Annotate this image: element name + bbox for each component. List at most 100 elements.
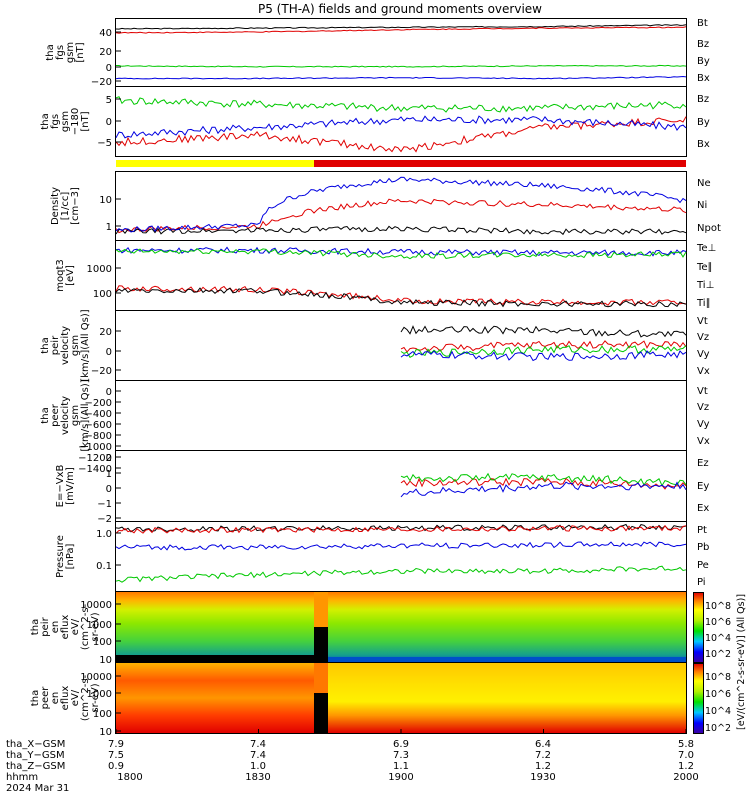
peerspec-ylabel-6: sr-eV): [90, 683, 101, 712]
fgsdetrend-series-By: [115, 96, 687, 113]
footer-y-4: 7.0: [678, 750, 694, 761]
temp-tick-label-0: 1000: [87, 264, 112, 275]
footer-z-2: 1.1: [393, 761, 409, 772]
x-axis-ticks: [115, 729, 687, 733]
density-legend-2: Npot: [697, 223, 721, 234]
fgs-legend-1: Bz: [697, 39, 709, 50]
footer-z-4: 1.2: [678, 761, 694, 772]
peervel-tick-label-3: −600: [85, 420, 112, 431]
peirvel-tick-label-1: 0: [106, 347, 112, 358]
peerspec-ylabel-3: eflux: [60, 686, 71, 711]
temp-legend-1: Te∥: [696, 262, 713, 273]
footer: tha_X−GSM tha_Y−GSM tha_Z−GSM hhmm 2024 …: [6, 739, 699, 794]
footer-t-0: 1800: [117, 772, 142, 783]
peirspec-tick-label-1: 1000: [87, 620, 112, 631]
fgs-tick-label-2: 0: [106, 63, 112, 74]
panel-frames: [115, 18, 687, 734]
peir-spec-left: [116, 592, 314, 662]
fgsdetrend-legend-2: Bx: [697, 139, 710, 150]
peirvel-ylabel-0: tha: [40, 337, 51, 353]
panel-peirvel-frame: [115, 310, 687, 381]
temp-ylabel-1: [eV]: [65, 265, 76, 286]
colorbar: 10^8 10^6 10^4 10^2 10^8 10^6 10^4 10^2 …: [693, 592, 747, 734]
peervel-tick-label-4: −800: [85, 431, 112, 442]
fgs-series-Bz: [115, 26, 687, 34]
fgsdetrend-ylabel-4: [nT]: [80, 111, 91, 131]
efield-tick-label-3: −1: [97, 499, 112, 510]
footer-t-2: 1900: [388, 772, 413, 783]
peirvel-ylabel-4: [km/s](All Qs)]: [80, 309, 91, 381]
peervel-ylabel-4: [km/s](All Qs)]: [80, 379, 91, 451]
fgs-series-Bt: [115, 24, 687, 30]
temp-series-Te∥: [115, 287, 687, 308]
efield-tick-label-1: 1: [106, 469, 112, 480]
peirvel-legend-2: Vy: [697, 349, 710, 360]
density-legend-0: Ne: [697, 178, 711, 189]
efield-ylabel-1: [mV/m]: [65, 467, 76, 505]
fgsdetrend-legend-1: By: [697, 117, 710, 128]
density-legend-1: Ni: [697, 200, 707, 211]
fgsdetrend-series-Bx: [115, 115, 687, 139]
efield-tick-label-4: −2: [97, 514, 112, 525]
pressure-ylabel-1: [nPa]: [65, 543, 76, 569]
peirspec-ylabel-2: en: [50, 621, 61, 634]
peerspec-ylabel-1: peer: [40, 686, 51, 710]
fgs-tick-label-0: 40: [99, 28, 112, 39]
peirvel-series-Vz: [400, 340, 687, 353]
density-tick-label-1: 1: [106, 222, 112, 233]
colorbar-tick-top-2: 10^4: [705, 633, 731, 644]
peir-spectrogram: [116, 592, 686, 662]
peirspec-tick-label-0: 10000: [80, 600, 112, 611]
peir-spec-gap-top: [314, 592, 328, 627]
footer-y-1: 7.4: [250, 750, 266, 761]
temp-ylabel-0: moqt3: [55, 259, 66, 292]
pressure-legend-1: Pb: [697, 542, 709, 553]
peirvel-ylabel-3: gsm: [70, 335, 81, 356]
peerspec-ylabel-5: (cm^2-s-: [80, 674, 91, 721]
fgs-legend-2: By: [697, 56, 710, 67]
peervel-legend-0: Vt: [697, 386, 708, 397]
fgs-ylabel-3: [nT]: [75, 42, 86, 62]
peerspec-tick-label-3: 10: [99, 727, 112, 738]
density-series-Npot: [115, 176, 687, 233]
peirspec-tick-label-2: 100: [93, 637, 112, 648]
peirvel-ylabel-2: velocity: [60, 326, 71, 365]
fgs-ylabel-2: gsm: [65, 42, 76, 63]
efield-tick-label-0: 2: [106, 453, 112, 464]
colorbar-bottom: [693, 663, 704, 734]
fgs-tick-label-1: 20: [99, 47, 112, 58]
colorbar-top: [693, 592, 704, 663]
footer-y-3: 7.2: [535, 750, 551, 761]
peervel-tick-label-6: −1200: [78, 453, 112, 464]
peerspec-ylabel-2: en: [50, 692, 61, 705]
peirvel-series-Vy: [400, 344, 687, 358]
peir-spec-right: [328, 592, 686, 662]
footer-row-label-x: tha_X−GSM: [6, 739, 65, 750]
density-series-Ni: [115, 225, 687, 236]
peirspec-ylabel-3: eflux: [60, 615, 71, 640]
peerspec-tick-label-2: 100: [93, 709, 112, 720]
peervel-ylabel-1: peer: [50, 403, 61, 427]
temp-legend-3: Ti∥: [696, 298, 711, 309]
peirspec-ylabel-1: peir: [40, 616, 51, 636]
footer-row-label-y: tha_Y−GSM: [6, 750, 65, 761]
peervel-tick-label-2: −400: [85, 409, 112, 420]
colorbar-tick-top-1: 10^6: [705, 617, 731, 628]
pressure-legend-3: Pi: [697, 577, 706, 588]
fgsdetrend-ylabel-3: −180: [70, 108, 81, 135]
panel-fgsdetrend-frame: [115, 86, 687, 157]
peir-spec-bottom-band: [116, 655, 314, 662]
footer-t-4: 2000: [673, 772, 698, 783]
colorbar-tick-top-3: 10^2: [705, 649, 731, 660]
fgs-legend-3: Bx: [697, 73, 710, 84]
fgsdetrend-ylabel-2: gsm: [60, 111, 71, 132]
peervel-legend-1: Vz: [697, 402, 709, 413]
colorbar-tick-bottom-3: 10^2: [705, 723, 731, 734]
peervel-tick-label-5: −1000: [78, 442, 112, 453]
footer-row-label-z: tha_Z−GSM: [6, 761, 65, 772]
pressure-legend-0: Pt: [697, 525, 707, 536]
footer-z-1: 1.0: [250, 761, 266, 772]
fgsdetrend-legend-0: Bz: [697, 94, 709, 105]
peirspec-ylabel-5: (cm^2-s-: [80, 603, 91, 650]
